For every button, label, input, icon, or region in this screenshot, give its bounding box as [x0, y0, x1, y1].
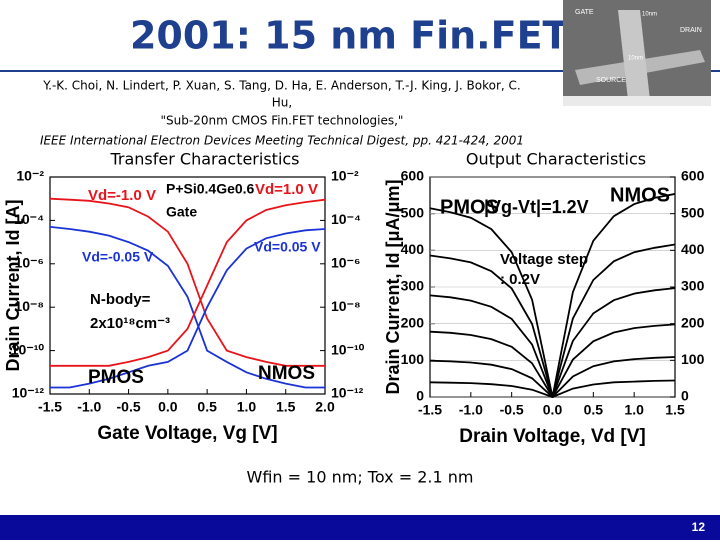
citation-line: "Sub-20nm CMOS Fin.FET technologies," — [161, 114, 404, 128]
sem-label: SOURCE — [596, 77, 626, 84]
chart-title: Transfer Characteristics — [109, 150, 299, 169]
x-tick-label: -1.5 — [418, 402, 442, 418]
data-line — [50, 228, 325, 389]
y-tick-label: 600 — [401, 168, 425, 184]
x-tick-label: -0.5 — [117, 399, 141, 415]
y2-tick-label: 10⁻⁸ — [331, 298, 361, 314]
annotation: 2x10¹⁸cm⁻³ — [90, 315, 170, 332]
annotation: Vd=1.0 V — [255, 181, 318, 198]
sem-gate — [618, 10, 650, 100]
dimensions: Wfin = 10 nm; Tox = 2.1 nm — [247, 468, 474, 487]
y-tick-label: 10⁻¹² — [12, 385, 45, 401]
y-tick-label: 10⁻⁶ — [15, 255, 44, 271]
page-number: 12 — [692, 520, 706, 534]
x-axis-label: Gate Voltage, Vg [V] — [97, 423, 277, 444]
annotation: : 0.2V — [500, 271, 540, 288]
annotation: Vd=-0.05 V — [82, 249, 154, 265]
y-axis-label: Drain Current, Id [μA/μm] — [383, 179, 403, 394]
annotation: Voltage step — [500, 251, 588, 268]
annotation: Gate — [166, 204, 197, 220]
y2-tick-label: 0 — [681, 388, 689, 404]
y2-tick-label: 300 — [681, 278, 705, 294]
y-axis-label: Drain Current, Id [A] — [3, 199, 23, 371]
x-tick-label: 0.5 — [584, 402, 604, 418]
y2-tick-label: 10⁻¹² — [331, 385, 364, 401]
x-tick-label: -1.5 — [38, 399, 62, 415]
y-tick-label: 0 — [416, 388, 424, 404]
sem-label: DRAIN — [680, 27, 702, 34]
x-tick-label: 1.0 — [624, 402, 644, 418]
x-tick-label: 1.5 — [276, 399, 296, 415]
x-axis-label: Drain Voltage, Vd [V] — [459, 426, 646, 447]
data-line — [430, 193, 675, 398]
y2-tick-label: 10⁻⁶ — [331, 255, 360, 271]
citation-line: IEEE International Electron Devices Meet… — [40, 134, 524, 148]
x-tick-label: 1.5 — [665, 402, 685, 418]
y-tick-label: 100 — [401, 351, 425, 367]
x-tick-label: 1.0 — [237, 399, 257, 415]
annotation: Vd=0.05 V — [254, 239, 321, 255]
x-tick-label: 0.0 — [543, 402, 563, 418]
x-tick-label: -0.5 — [500, 402, 524, 418]
y2-tick-label: 600 — [681, 168, 705, 184]
x-tick-label: 2.0 — [315, 399, 335, 415]
data-line — [50, 198, 325, 367]
sem-label: 10nm — [642, 12, 657, 18]
plot-area — [49, 176, 326, 395]
y-tick-label: 10⁻⁸ — [14, 298, 44, 314]
sem-caption-bar — [563, 96, 711, 106]
citation-line: Y.-K. Choi, N. Lindert, P. Xuan, S. Tang… — [42, 79, 521, 93]
y-tick-label: 200 — [401, 314, 425, 330]
annotation: PMOS — [440, 196, 499, 218]
data-line — [430, 356, 675, 398]
y2-tick-label: 10⁻⁴ — [331, 211, 361, 227]
y2-tick-label: 100 — [681, 351, 705, 367]
annotation: |Vg-Vt|=1.2V — [484, 197, 589, 217]
y-tick-label: 300 — [401, 278, 425, 294]
y-tick-label: 500 — [401, 204, 425, 220]
data-line — [50, 226, 325, 389]
citation-line: Hu, — [272, 96, 292, 110]
x-tick-label: 0.0 — [158, 399, 178, 415]
series-group — [430, 193, 675, 398]
x-tick-label: 0.5 — [197, 399, 217, 415]
annotation: NMOS — [258, 363, 315, 384]
annotation: N-body= — [90, 291, 151, 308]
y2-tick-label: 10⁻¹⁰ — [331, 341, 365, 357]
y-tick-label: 400 — [401, 241, 425, 257]
annotation: PMOS — [88, 367, 144, 388]
series-group — [50, 197, 325, 389]
y2-tick-label: 500 — [681, 204, 705, 220]
chart-title: Output Characteristics — [466, 150, 646, 169]
y2-tick-label: 400 — [681, 241, 705, 257]
x-tick-label: -1.0 — [459, 402, 483, 418]
x-tick-label: -1.0 — [77, 399, 101, 415]
annotation: Vd=-1.0 V — [88, 187, 156, 204]
data-line — [50, 197, 325, 367]
y2-tick-label: 10⁻² — [331, 168, 359, 184]
y-tick-label: 10⁻² — [16, 168, 44, 184]
annotation: P+Si0.4Ge0.6 — [166, 181, 255, 197]
sem-label: GATE — [575, 9, 594, 16]
annotation: NMOS — [610, 184, 670, 206]
slide-title: 2001: 15 nm Fin.FETs — [130, 14, 586, 58]
y-tick-label: 10⁻⁴ — [14, 211, 44, 227]
data-line — [430, 323, 675, 398]
sem-label: 10nm — [628, 56, 643, 62]
y2-tick-label: 200 — [681, 314, 705, 330]
data-line — [430, 379, 675, 398]
y-tick-label: 10⁻¹⁰ — [11, 341, 45, 357]
footer-bar — [0, 515, 720, 540]
